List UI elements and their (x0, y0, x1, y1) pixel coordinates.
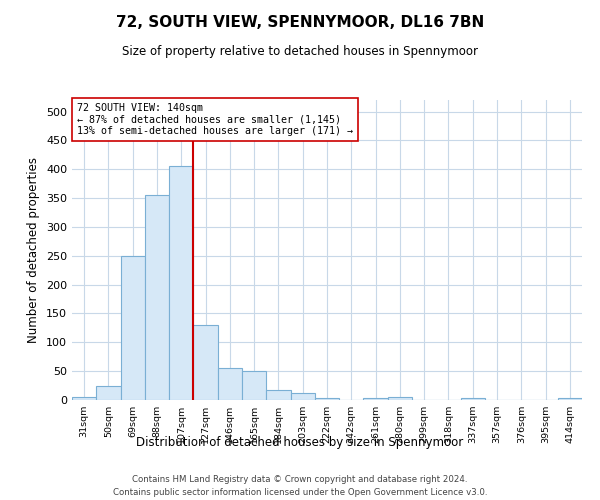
Text: 72, SOUTH VIEW, SPENNYMOOR, DL16 7BN: 72, SOUTH VIEW, SPENNYMOOR, DL16 7BN (116, 15, 484, 30)
Bar (364, 398, 388, 400)
Bar (290, 393, 315, 400)
Bar (72, 397, 96, 400)
Bar (266, 390, 290, 400)
Y-axis label: Number of detached properties: Number of detached properties (28, 157, 40, 343)
Text: Contains public sector information licensed under the Open Government Licence v3: Contains public sector information licen… (113, 488, 487, 497)
Bar (145, 195, 169, 400)
Bar (558, 398, 582, 400)
Bar (121, 256, 145, 400)
Text: Size of property relative to detached houses in Spennymoor: Size of property relative to detached ho… (122, 45, 478, 58)
Text: 72 SOUTH VIEW: 140sqm
← 87% of detached houses are smaller (1,145)
13% of semi-d: 72 SOUTH VIEW: 140sqm ← 87% of detached … (77, 103, 353, 136)
Bar (388, 396, 412, 400)
Bar (461, 398, 485, 400)
Text: Distribution of detached houses by size in Spennymoor: Distribution of detached houses by size … (136, 436, 464, 449)
Bar (218, 368, 242, 400)
Bar (242, 371, 266, 400)
Bar (96, 386, 121, 400)
Bar (169, 166, 193, 400)
Text: Contains HM Land Registry data © Crown copyright and database right 2024.: Contains HM Land Registry data © Crown c… (132, 476, 468, 484)
Bar (193, 325, 218, 400)
Bar (315, 398, 339, 400)
